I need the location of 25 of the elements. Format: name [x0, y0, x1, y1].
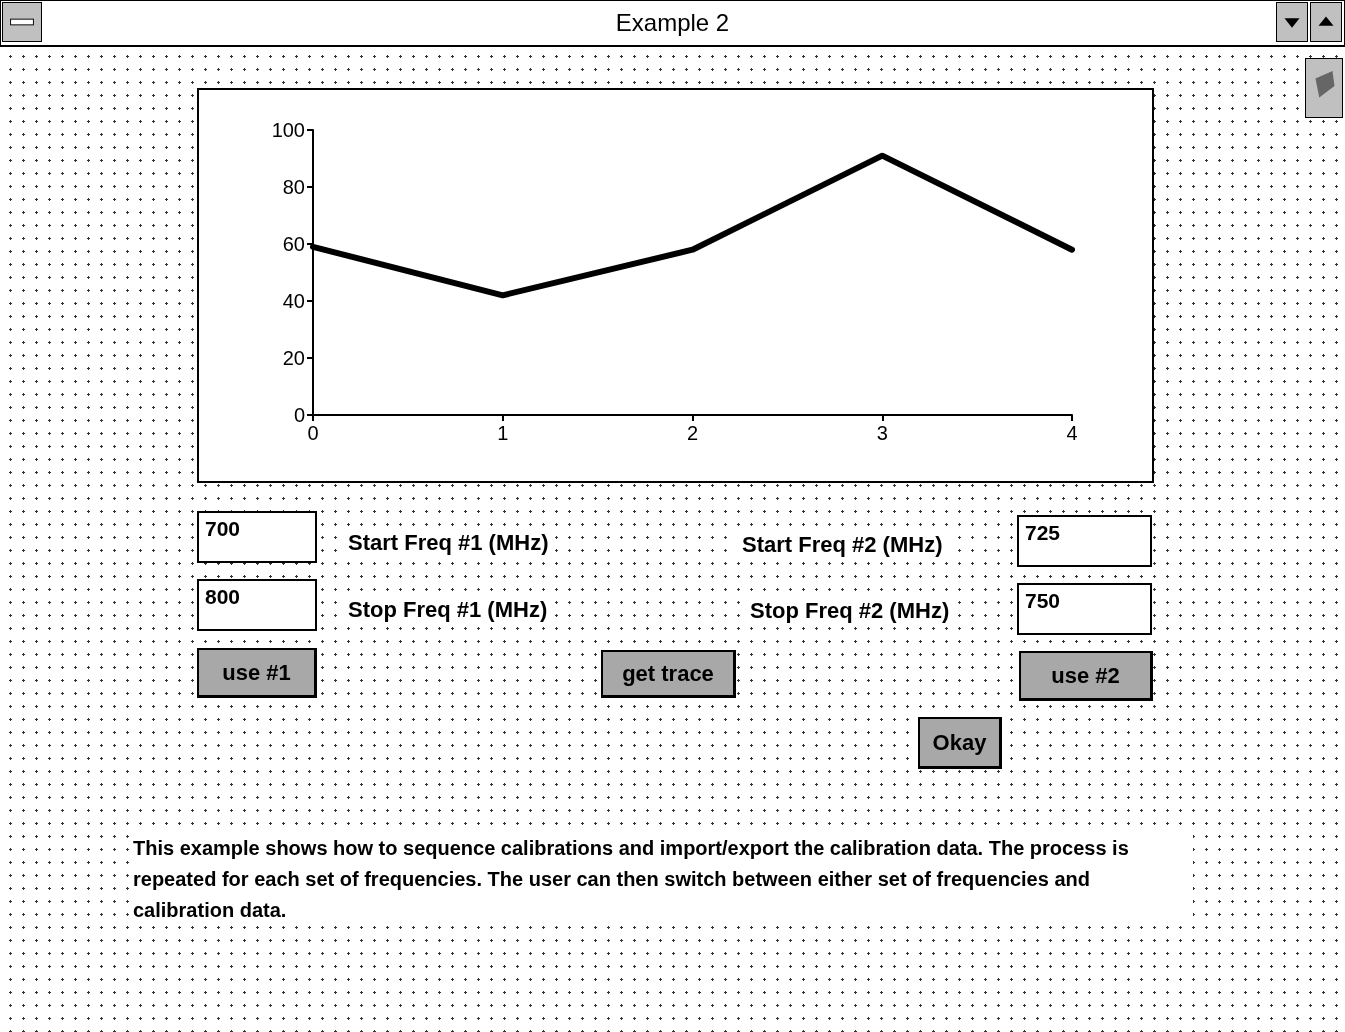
chart-title: Example 2 — [614, 9, 731, 37]
text-field: 750 — [1017, 583, 1152, 635]
text: Start Freq #2 (MHz) — [736, 530, 949, 560]
text-field: 725 — [1017, 515, 1152, 567]
text-field: 800 — [197, 579, 317, 631]
y-tick-label: 20 — [282, 347, 305, 369]
y-tick-label: 100 — [271, 119, 305, 141]
x-tick-label: 1 — [497, 422, 509, 444]
x-tick-label: 4 — [1066, 422, 1078, 444]
x-tick-label: 2 — [686, 422, 699, 444]
text-field: 700 — [197, 511, 317, 563]
button: use #1 — [197, 648, 317, 698]
button: get trace — [601, 650, 736, 698]
button: use #2 — [1019, 651, 1153, 701]
x-tick-label: 0 — [307, 422, 319, 444]
text: Stop Freq #1 (MHz) — [342, 595, 554, 625]
button: Okay — [918, 717, 1002, 769]
y-tick-label: 40 — [282, 290, 305, 312]
x-tick-label: 3 — [876, 422, 888, 444]
text: This example shows how to sequence calibrations and import/export the calibration data. The process is repeated for each set of frequencies. The user can then switch between either set of frequencies and calibration data. — [133, 833, 1193, 926]
y-tick-label: 80 — [282, 176, 305, 198]
text: Stop Freq #2 (MHz) — [744, 596, 956, 626]
y-tick-label: 0 — [293, 404, 305, 426]
text: Start Freq #1 (MHz) — [342, 528, 555, 558]
y-tick-label: 60 — [282, 233, 305, 255]
